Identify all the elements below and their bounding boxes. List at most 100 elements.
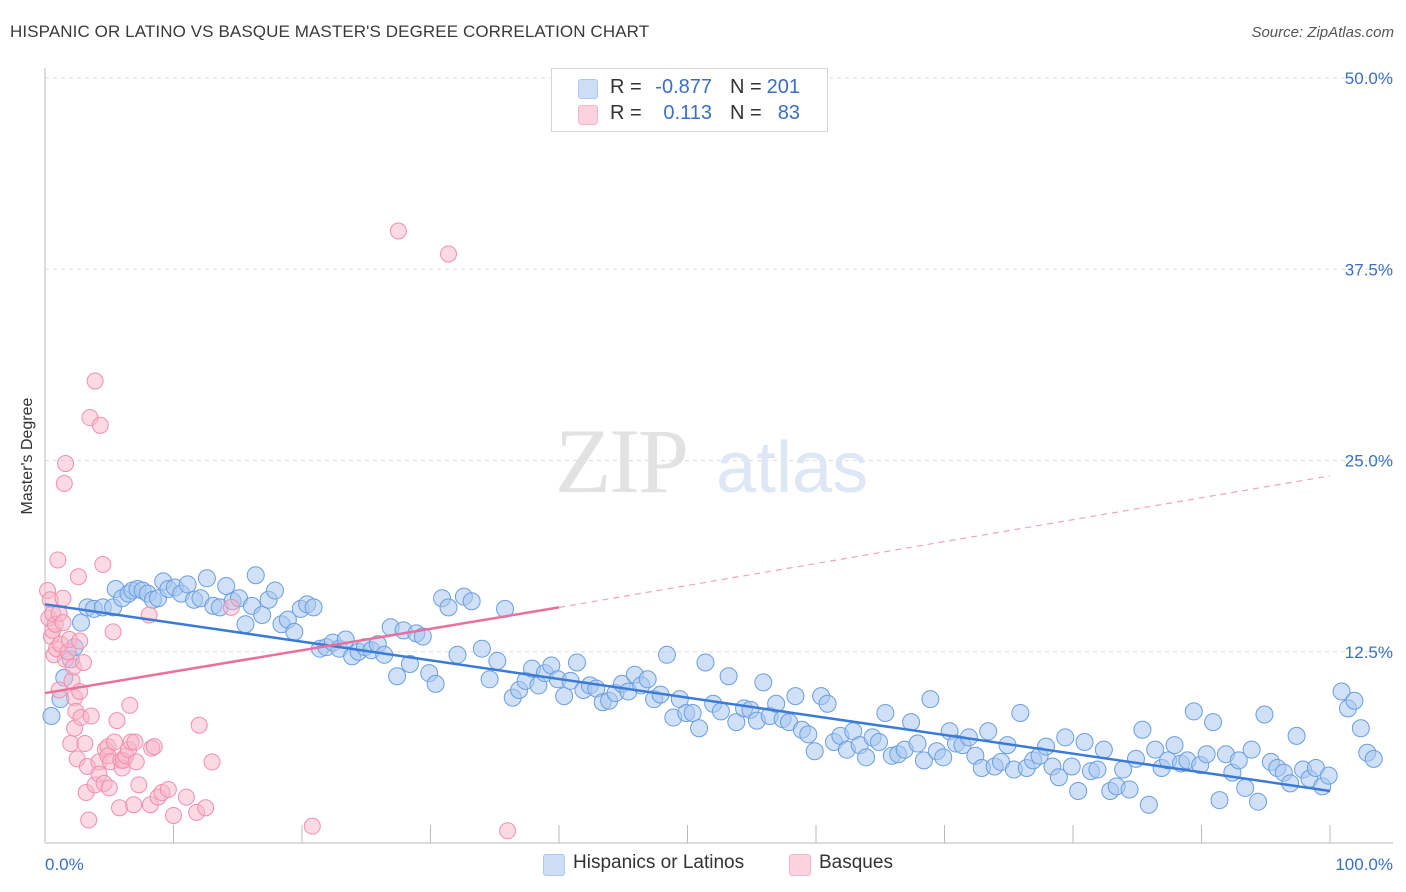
y-axis-label: Master's Degree: [19, 397, 36, 515]
data-point-hispanics: [178, 575, 197, 594]
n-value: 83: [777, 102, 800, 124]
data-point-hispanics: [1062, 757, 1081, 776]
data-point-hispanics: [304, 598, 323, 617]
tick-labels: 12.5% 25.0% 37.5% 50.0% 0.0% 100.0%: [45, 69, 1393, 874]
data-point-hispanics: [462, 592, 481, 611]
data-point-hispanics: [711, 702, 730, 721]
data-point-hispanics: [818, 694, 837, 713]
data-point-hispanics: [1139, 795, 1158, 814]
data-point-hispanics: [914, 751, 933, 770]
data-point-hispanics: [555, 687, 574, 706]
legend-swatch-blue: [543, 854, 565, 876]
n-value: 201: [766, 76, 800, 98]
data-point-hispanics: [1249, 792, 1268, 811]
data-point-hispanics: [1088, 760, 1107, 779]
data-point-hispanics: [690, 719, 709, 738]
data-point-hispanics: [1236, 778, 1255, 797]
r-label: R =: [610, 102, 642, 124]
data-point-hispanics: [1049, 768, 1068, 787]
data-point-hispanics: [246, 566, 265, 585]
data-point-basques: [105, 733, 123, 751]
watermark-atlas: atlas: [716, 428, 868, 508]
trend-line-basques: [44, 606, 560, 695]
data-point-basques: [69, 568, 87, 586]
trend-lines: [44, 475, 1331, 793]
data-point-hispanics: [197, 569, 216, 588]
data-point-hispanics: [388, 667, 407, 686]
data-point-hispanics: [439, 598, 458, 617]
series-hispanics-points: [42, 566, 1383, 814]
data-point-basques: [94, 556, 112, 574]
stats-row-basques: R = 0.113 N = 83: [552, 102, 827, 128]
data-point-hispanics: [42, 707, 61, 726]
data-point-basques: [126, 733, 144, 751]
data-point-basques: [121, 696, 139, 714]
data-point-basques: [71, 632, 89, 650]
data-point-hispanics: [1037, 737, 1056, 756]
data-point-hispanics: [876, 703, 895, 722]
stats-row-hispanics: R = -0.877 N = 201: [552, 76, 827, 102]
n-label: N =: [730, 102, 762, 124]
series-basques-points: [39, 222, 517, 840]
data-point-hispanics: [567, 653, 586, 672]
data-point-hispanics: [1242, 740, 1261, 759]
data-point-basques: [439, 245, 457, 263]
watermark: ZIP atlas: [555, 410, 868, 512]
data-point-hispanics: [236, 615, 255, 634]
data-point-hispanics: [336, 630, 355, 649]
data-point-basques: [303, 817, 321, 835]
data-point-hispanics: [754, 673, 773, 692]
data-point-basques: [197, 799, 215, 817]
legend-swatch-pink: [789, 854, 811, 876]
data-point-hispanics: [767, 694, 786, 713]
data-point-hispanics: [799, 725, 818, 744]
series-legend: Hispanics or Latinos Basques: [0, 852, 1406, 878]
data-point-hispanics: [719, 667, 738, 686]
data-point-hispanics: [908, 734, 927, 753]
stats-legend: R = -0.877 N = 201 R = 0.113 N = 83: [551, 68, 828, 132]
data-point-hispanics: [1120, 780, 1139, 799]
data-point-basques: [111, 799, 129, 817]
data-point-hispanics: [71, 613, 90, 632]
data-point-hispanics: [400, 654, 419, 673]
data-point-hispanics: [683, 703, 702, 722]
data-point-basques: [127, 753, 145, 771]
data-point-hispanics: [1133, 720, 1152, 739]
r-label: R =: [610, 76, 642, 98]
data-point-hispanics: [1229, 751, 1248, 770]
data-point-basques: [54, 589, 72, 607]
data-point-basques: [82, 707, 100, 725]
data-point-basques: [159, 780, 177, 798]
data-point-basques: [91, 416, 109, 434]
y-tick-label: 37.5%: [1345, 260, 1393, 279]
data-point-hispanics: [426, 674, 445, 693]
data-point-hispanics: [1319, 766, 1338, 785]
data-point-hispanics: [1146, 740, 1165, 759]
data-point-hispanics: [1332, 682, 1351, 701]
data-point-hispanics: [934, 748, 953, 767]
data-point-basques: [100, 779, 118, 797]
legend-swatch-pink: [578, 105, 598, 125]
grid-lines: [45, 77, 1393, 653]
data-point-basques: [389, 222, 407, 240]
data-point-basques: [177, 788, 195, 806]
data-point-basques: [165, 806, 182, 824]
data-point-basques: [125, 796, 143, 814]
data-point-hispanics: [1069, 781, 1088, 800]
data-point-hispanics: [696, 653, 715, 672]
r-value: -0.877: [655, 76, 712, 98]
data-point-hispanics: [1094, 740, 1113, 759]
data-point-hispanics: [1345, 691, 1364, 710]
data-point-hispanics: [805, 742, 824, 761]
y-tick-label: 25.0%: [1345, 452, 1393, 471]
data-point-basques: [76, 735, 94, 753]
legend-swatch-blue: [578, 79, 598, 99]
data-point-basques: [57, 455, 75, 473]
data-point-basques: [499, 822, 517, 840]
data-point-hispanics: [1056, 728, 1075, 747]
data-point-hispanics: [253, 606, 272, 625]
data-point-basques: [104, 623, 122, 641]
data-point-basques: [130, 776, 148, 794]
r-value: 0.113: [663, 102, 712, 124]
